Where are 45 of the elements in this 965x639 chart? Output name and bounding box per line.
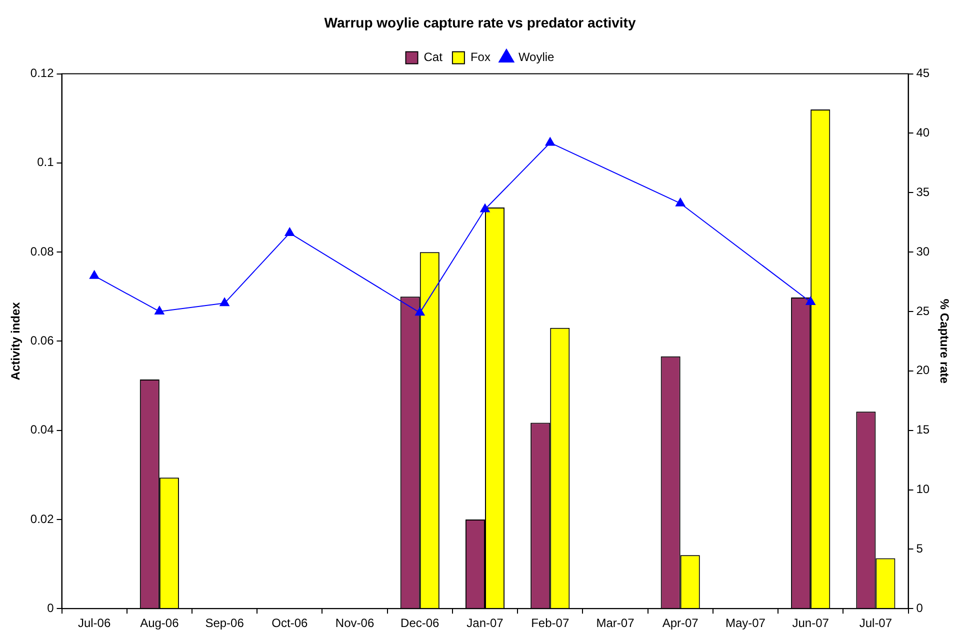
y2-tick-label: 35 <box>916 184 930 199</box>
x-tick-label: Dec-06 <box>400 616 440 630</box>
x-tick-label: Apr-07 <box>662 616 699 630</box>
y2-tick-label: 15 <box>916 422 930 437</box>
x-tick-label: Jan-07 <box>466 616 504 630</box>
chart-title: Warrup woylie capture rate vs predator activity <box>324 14 636 30</box>
x-tick-label: Jun-07 <box>792 616 830 630</box>
x-tick-label: Jul-06 <box>78 616 111 630</box>
point <box>284 228 294 236</box>
x-tick-label: Oct-06 <box>272 616 308 630</box>
x-tick-label: Mar-07 <box>596 616 635 630</box>
x-tick-label: May-07 <box>725 616 766 630</box>
y2-tick-label: 30 <box>916 244 930 258</box>
y2-axis-title: % Capture rate <box>937 298 952 384</box>
y2-tick-label: 5 <box>916 541 924 556</box>
y-tick-label: 0.1 <box>37 155 54 170</box>
x-tick-label: Feb-07 <box>531 616 570 630</box>
point <box>154 306 164 314</box>
y-tick-label: 0.04 <box>30 422 54 437</box>
x-tick-label: Nov-06 <box>335 616 374 630</box>
y2-tick-label: 25 <box>916 304 930 318</box>
y-tick-label: 0 <box>47 600 54 615</box>
point <box>545 137 555 146</box>
legend-label: Fox <box>470 50 490 64</box>
y2-tick-label: 45 <box>916 66 930 80</box>
y-tick-label: 0.12 <box>30 66 54 80</box>
y2-tick-label: 20 <box>916 363 930 378</box>
y-axis-title: Activity index <box>8 302 23 380</box>
legend-label: Woylie <box>518 50 555 64</box>
y-tick-label: 0.02 <box>30 512 54 526</box>
point <box>480 204 490 212</box>
y-tick-label: 0.06 <box>30 334 54 348</box>
y2-tick-label: 10 <box>916 482 930 496</box>
point <box>415 307 425 316</box>
point <box>806 296 816 305</box>
point <box>676 198 686 206</box>
point <box>89 270 100 279</box>
x-tick-label: Sep-06 <box>205 616 244 630</box>
point <box>220 298 230 306</box>
y-tick-label: 0.08 <box>30 244 54 258</box>
legend-label: Cat <box>424 50 444 64</box>
x-tick-label: Aug-06 <box>140 616 180 630</box>
x-tick-label: Jul-07 <box>859 616 892 630</box>
y2-tick-label: 40 <box>916 126 930 140</box>
y2-tick-label: 0 <box>916 600 924 615</box>
